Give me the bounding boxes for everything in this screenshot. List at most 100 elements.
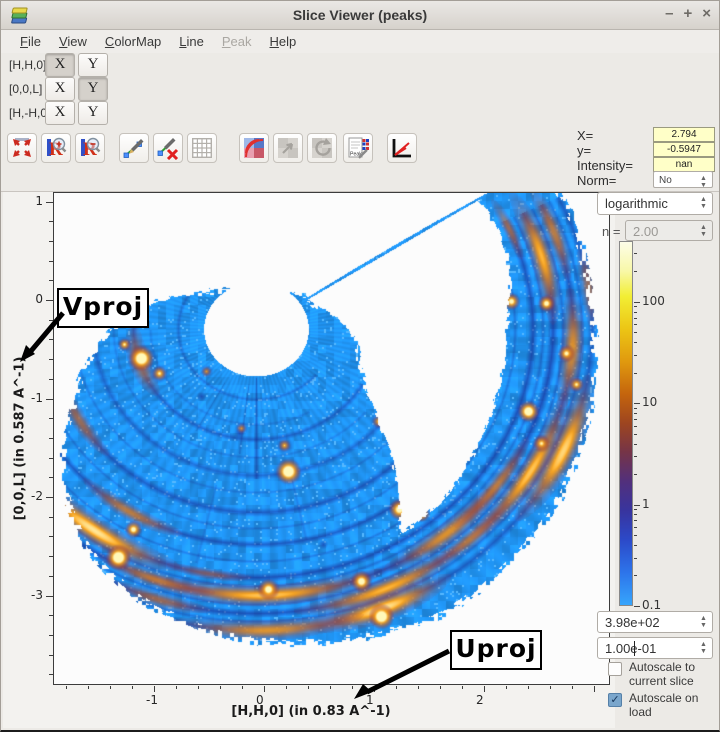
colorbar-minor-tick: [634, 317, 637, 319]
norm-selector[interactable]: No ▲ ▼: [653, 171, 713, 189]
y-readout-label: y=: [577, 143, 592, 158]
colorbar-minor-tick: [634, 443, 637, 445]
peaks-overlay-icon: Peak: [346, 136, 370, 160]
colorbar-tick-label: 1: [642, 496, 650, 511]
y-minor-tick: [49, 634, 53, 636]
menu-view[interactable]: View: [58, 34, 87, 49]
y-tick-label: -3: [31, 587, 43, 602]
app-icon: [8, 5, 32, 25]
colorbar-minor-tick: [634, 509, 637, 511]
scale-min-spinbox[interactable]: 1.00e-01 ▲ ▼: [597, 637, 713, 659]
x-minor-tick: [176, 686, 177, 689]
zoom-out-icon: R: [78, 136, 102, 160]
grid-button[interactable]: [187, 133, 217, 163]
dim-y-button[interactable]: Y: [78, 53, 108, 77]
menu-file[interactable]: File: [20, 34, 41, 49]
dim-x-button[interactable]: X: [45, 101, 75, 125]
y-minor-tick: [49, 516, 53, 518]
colorbar-minor-tick: [634, 354, 637, 356]
peaks-overlay-button[interactable]: Peak: [343, 133, 373, 163]
y-minor-tick: [49, 359, 53, 361]
maximize-button[interactable]: +: [683, 5, 693, 22]
y-minor-tick: [49, 437, 53, 439]
rebin-overlay-icon: [242, 136, 266, 160]
minimize-button[interactable]: –: [665, 5, 674, 22]
colorbar-tick: [634, 606, 640, 607]
colorbar-minor-tick: [634, 474, 637, 476]
reset-zoom-button[interactable]: [7, 133, 37, 163]
colorbar-tick-label: 0.1: [642, 598, 662, 612]
reset-zoom-icon: [10, 136, 34, 160]
dim-y-button[interactable]: Y: [78, 77, 108, 101]
scale-max-spinbox[interactable]: 3.98e+02 ▲ ▼: [597, 611, 713, 633]
y-axis-label: [0,0,L] (in 0.587 A^-1): [12, 356, 28, 521]
x-minor-tick: [418, 686, 419, 689]
x-tick-label: -1: [146, 693, 158, 707]
x-minor-tick: [66, 686, 67, 689]
intensity-readout-label: Intensity=: [577, 158, 634, 173]
x-minor-tick: [374, 686, 375, 692]
y-minor-tick: [49, 339, 53, 341]
norm-label: Norm=: [577, 173, 617, 188]
colorbar-minor-tick: [634, 520, 637, 522]
y-readout-value: -0.5947: [653, 142, 715, 157]
y-tick-label: -2: [31, 489, 43, 503]
colorbar-minor-tick: [634, 407, 637, 409]
spinner-arrows-icon[interactable]: ▲ ▼: [700, 641, 707, 655]
y-tick-label: -1: [31, 390, 43, 405]
dim-x-button[interactable]: X: [45, 53, 75, 77]
uproj-annotation: Uproj: [450, 630, 542, 670]
spinner-arrows-icon[interactable]: ▲ ▼: [700, 175, 707, 189]
draw-line-icon: [122, 136, 146, 160]
x-minor-tick: [550, 686, 551, 689]
y-minor-tick: [49, 654, 53, 656]
colorbar-minor-tick: [634, 332, 637, 334]
x-axis-label: [H,H,0] (in 0.83 A^-1): [231, 704, 391, 719]
colorbar-minor-tick: [634, 413, 637, 415]
x-minor-tick: [484, 686, 485, 692]
colorbar-minor-tick: [634, 425, 637, 427]
x-readout-label: X=: [577, 128, 594, 143]
zoom-in-button[interactable]: R: [41, 133, 71, 163]
remove-line-button[interactable]: [153, 133, 183, 163]
y-minor-tick: [46, 201, 53, 203]
menu-line[interactable]: Line: [179, 34, 204, 49]
colorbar: [619, 241, 633, 606]
line-plot-button[interactable]: [387, 133, 417, 163]
close-button[interactable]: ×: [702, 5, 711, 22]
y-minor-tick: [46, 398, 53, 400]
slice-heatmap-canvas[interactable]: [54, 193, 608, 684]
y-minor-tick: [49, 418, 53, 420]
colorbar-minor-tick: [634, 324, 637, 326]
dim-x-button[interactable]: X: [45, 77, 75, 101]
menu-help[interactable]: Help: [269, 34, 297, 49]
x-minor-tick: [572, 686, 573, 689]
dimension-controls: [H,H,0] X Y [0,0,L] X Y [H,-H,0] X Y: [1, 53, 719, 129]
colorbar-minor-tick: [634, 418, 637, 420]
x-minor-tick: [396, 686, 397, 689]
zoom-out-button[interactable]: R: [75, 133, 105, 163]
spinner-arrows-icon[interactable]: ▲ ▼: [700, 615, 707, 629]
zoom-in-icon: R: [44, 136, 68, 160]
colorbar-tick-label: 10: [642, 395, 658, 410]
scale-mode-combo[interactable]: logarithmic ▲ ▼: [597, 192, 713, 215]
rebin-overlay-button[interactable]: [239, 133, 269, 163]
colorbar-minor-tick: [634, 311, 637, 313]
draw-line-button[interactable]: [119, 133, 149, 163]
colorbar-minor-tick: [634, 433, 637, 435]
dim-y-button[interactable]: Y: [78, 101, 108, 125]
colorbar-minor-tick: [634, 557, 637, 559]
titlebar: Slice Viewer (peaks) – + ×: [1, 1, 719, 30]
x-minor-tick: [462, 686, 463, 689]
colorbar-minor-tick: [634, 456, 637, 458]
x-minor-tick: [132, 686, 133, 689]
grid-icon: [190, 136, 214, 160]
spinner-arrows-icon[interactable]: ▲ ▼: [700, 196, 707, 210]
menu-colormap[interactable]: ColorMap: [104, 34, 162, 49]
autoscale-slice-checkbox[interactable]: [608, 662, 622, 676]
dim-label: [H,H,0]: [9, 58, 47, 72]
colorbar-minor-tick: [634, 535, 637, 537]
autoscale-load-checkbox[interactable]: ✓: [608, 693, 622, 707]
x-tick-label: 1: [366, 693, 374, 707]
